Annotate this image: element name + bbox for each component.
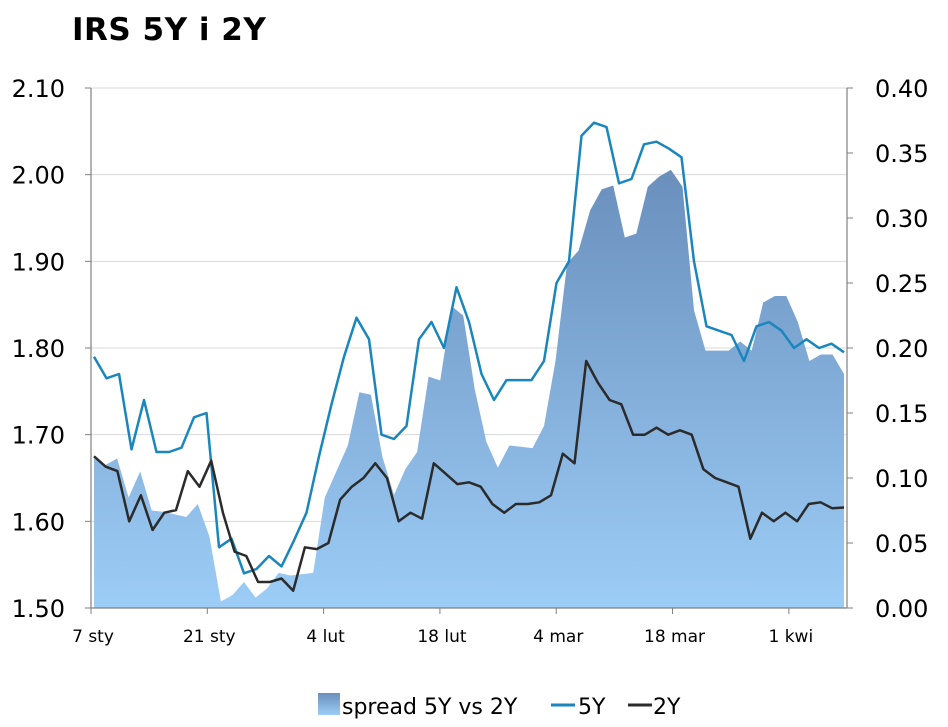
left-tick-label: 1.60: [12, 508, 65, 536]
right-tick-label: 0.20: [875, 335, 928, 363]
left-tick-label: 2.00: [12, 162, 65, 190]
chart-title: IRS 5Y i 2Y: [72, 12, 267, 48]
x-tick-label: 18 lut: [417, 627, 467, 647]
legend: spread 5Y vs 2Y 5Y 2Y: [318, 693, 681, 720]
left-tick-label: 1.90: [12, 248, 65, 276]
left-tick-label: 1.50: [12, 595, 65, 623]
legend-label-5y: 5Y: [578, 695, 606, 720]
x-tick-label: 4 mar: [533, 627, 583, 647]
x-axis-ticks: 7 sty 21 sty 4 lut 18 lut 4 mar 18 mar 1 kwi: [72, 608, 813, 647]
x-tick-label: 21 sty: [183, 627, 236, 647]
legend-label-2y: 2Y: [653, 695, 681, 720]
right-tick-label: 0.30: [875, 205, 928, 233]
x-tick-label: 1 kwi: [768, 627, 813, 647]
right-tick-label: 0.25: [875, 270, 928, 298]
series-spread-area: [94, 169, 844, 608]
right-tick-label: 0.40: [875, 75, 928, 103]
left-tick-label: 1.80: [12, 335, 65, 363]
legend-label-spread: spread 5Y vs 2Y: [342, 695, 518, 720]
series-2y-line: [93, 359, 845, 592]
left-tick-label: 2.10: [12, 75, 65, 103]
right-tick-label: 0.05: [875, 530, 928, 558]
right-axis-ticks: 0.00 0.05 0.10 0.15 0.20 0.25 0.30 0.35 0.40: [847, 75, 928, 623]
left-axis-ticks: 1.50 1.60 1.70 1.80 1.90 2.00 2.10: [12, 75, 91, 623]
legend-swatch-spread: [318, 693, 340, 715]
right-tick-label: 0.35: [875, 140, 928, 168]
right-tick-label: 0.00: [875, 595, 928, 623]
left-tick-label: 1.70: [12, 422, 65, 450]
x-tick-label: 7 sty: [72, 627, 114, 647]
series-5y-line: [92, 121, 845, 575]
right-tick-label: 0.10: [875, 465, 928, 493]
x-tick-label: 18 mar: [644, 627, 705, 647]
right-tick-label: 0.15: [875, 400, 928, 428]
x-tick-label: 4 lut: [306, 627, 345, 647]
